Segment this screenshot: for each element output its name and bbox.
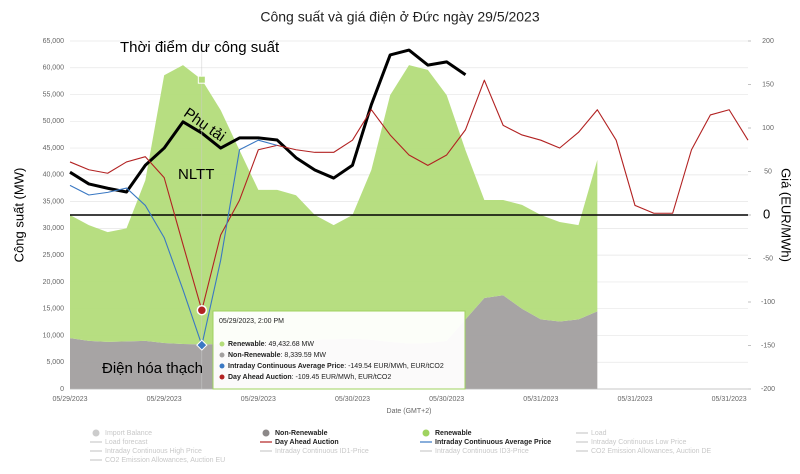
annotation: Điện hóa thạch <box>102 360 203 377</box>
legend-label: CO2 Emission Allowances, Auction EU <box>105 457 225 464</box>
y-tick-label: 60,000 <box>43 65 65 72</box>
tooltip-box <box>212 310 466 390</box>
legend: Import Balance Non-Renewable Renewable Load… <box>90 429 712 464</box>
legend-item[interactable]: Day Ahead Auction <box>260 439 339 446</box>
legend-item[interactable]: Load forecast <box>90 439 147 446</box>
y2-tick-label: 200 <box>762 38 774 45</box>
y-tick-label: 15,000 <box>43 306 65 313</box>
y-tick-label: 20,000 <box>43 279 65 286</box>
annotation: Thời điểm dư công suất <box>120 39 280 56</box>
y2-tick-label: -150 <box>761 342 775 349</box>
x-tick-label: 05/29/2023 <box>241 396 276 403</box>
legend-label: Load <box>591 430 607 437</box>
annotation: NLTT <box>178 166 214 183</box>
legend-label: Renewable <box>435 430 472 437</box>
legend-label: Intraday Continuous ID3-Price <box>435 448 529 455</box>
legend-label: Load forecast <box>105 439 147 446</box>
y-tick-label: 0 <box>60 386 64 393</box>
line <box>69 79 749 311</box>
legend-item[interactable]: Non-Renewable <box>262 429 328 437</box>
legend-symbol <box>422 429 430 437</box>
x-tick-label: 05/31/2023 <box>617 396 652 403</box>
legend-label: Day Ahead Auction <box>275 439 339 446</box>
y2-tick-label: -50 <box>763 255 773 262</box>
legend-label: Intraday Continuous High Price <box>105 448 202 455</box>
y-tick-label: 55,000 <box>43 91 65 98</box>
y2-tick-label: -200 <box>761 386 775 393</box>
legend-symbol <box>262 429 270 437</box>
tooltip-item: Renewable: 49,432.68 MW <box>228 341 314 348</box>
legend-item[interactable]: CO2 Emission Allowances, Auction DE <box>576 448 712 455</box>
legend-label: Intraday Continuous Average Price <box>435 439 551 446</box>
area <box>70 65 598 345</box>
tooltip-value: : -149.54 EUR/MWh, EUR/tCO2 <box>344 363 444 370</box>
y2-tick-label: 50 <box>764 168 772 175</box>
tooltip-dot <box>219 352 225 358</box>
marker <box>197 75 206 84</box>
y2-tick-label: 0 <box>763 206 770 221</box>
chart-title: Công suất và giá điện ở Đức ngày 29/5/20… <box>260 9 540 25</box>
tooltip-item: Non-Renewable: 8,339.59 MW <box>228 352 326 359</box>
legend-item[interactable]: Intraday Continuous ID3-Price <box>420 448 529 455</box>
tooltip-value: : 8,339.59 MW <box>281 352 327 359</box>
y2-axis-title: Giá (EUR/MWh) <box>779 168 794 262</box>
tooltip: 05/29/2023, 2:00 PM Renewable: 49,432.68… <box>212 310 466 390</box>
legend-label: Import Balance <box>105 430 152 437</box>
tooltip-item: Day Ahead Auction: -109.45 EUR/MWh, EUR/… <box>228 374 391 381</box>
x-tick-label: 05/30/2023 <box>335 396 370 403</box>
x-tick-label: 05/30/2023 <box>429 396 464 403</box>
tooltip-label: Non-Renewable <box>228 352 281 359</box>
y-tick-label: 40,000 <box>43 172 65 179</box>
tooltip-label: Day Ahead Auction <box>228 374 292 381</box>
y-tick-label: 35,000 <box>43 198 65 205</box>
tooltip-item: Intraday Continuous Average Price: -149.… <box>228 363 444 370</box>
y-tick-label: 25,000 <box>43 252 65 259</box>
tooltip-value: : 49,432.68 MW <box>265 341 315 348</box>
x-tick-label: 05/29/2023 <box>147 396 182 403</box>
y-tick-label: 45,000 <box>43 145 65 152</box>
tooltip-label: Renewable <box>228 341 265 348</box>
legend-label: Intraday Continuous ID1-Price <box>275 448 369 455</box>
line <box>69 48 467 194</box>
legend-item[interactable]: CO2 Emission Allowances, Auction EU <box>90 457 225 464</box>
legend-label: Non-Renewable <box>275 430 328 437</box>
tooltip-dot <box>219 363 225 369</box>
y-tick-label: 10,000 <box>43 332 65 339</box>
legend-label: CO2 Emission Allowances, Auction DE <box>591 448 712 455</box>
legend-item[interactable]: Intraday Continuous ID1-Price <box>260 448 369 455</box>
tooltip-dot <box>219 341 225 347</box>
legend-item[interactable]: Load <box>576 430 607 437</box>
line <box>69 139 278 346</box>
legend-item[interactable]: Intraday Continuous Low Price <box>576 439 686 446</box>
x-tick-label: 05/31/2023 <box>712 396 747 403</box>
y2-tick-label: -100 <box>761 299 775 306</box>
tooltip-value: : -109.45 EUR/MWh, EUR/tCO2 <box>292 374 392 381</box>
marker <box>196 304 208 316</box>
y-tick-label: 5,000 <box>46 359 64 366</box>
x-tick-label: 05/29/2023 <box>52 396 87 403</box>
legend-item[interactable]: Renewable <box>422 429 472 437</box>
y-tick-label: 65,000 <box>43 38 65 45</box>
y2-tick-label: 100 <box>762 125 774 132</box>
tooltip-dot <box>219 374 225 380</box>
legend-item[interactable]: Intraday Continuous High Price <box>90 448 202 455</box>
legend-label: Intraday Continuous Low Price <box>591 439 686 446</box>
x-tick-label: 05/31/2023 <box>523 396 558 403</box>
legend-item[interactable]: Intraday Continuous Average Price <box>420 439 551 446</box>
x-axis-title: Date (GMT+2) <box>387 408 432 415</box>
legend-symbol <box>92 429 100 437</box>
marker <box>196 339 208 351</box>
tooltip-title: 05/29/2023, 2:00 PM <box>219 318 284 325</box>
y-tick-label: 50,000 <box>43 118 65 125</box>
y-tick-label: 30,000 <box>43 225 65 232</box>
y2-tick-label: 150 <box>762 81 774 88</box>
y-axis-title: Công suất (MW) <box>11 168 26 263</box>
tooltip-label: Intraday Continuous Average Price <box>228 363 344 370</box>
legend-item[interactable]: Import Balance <box>92 429 153 437</box>
